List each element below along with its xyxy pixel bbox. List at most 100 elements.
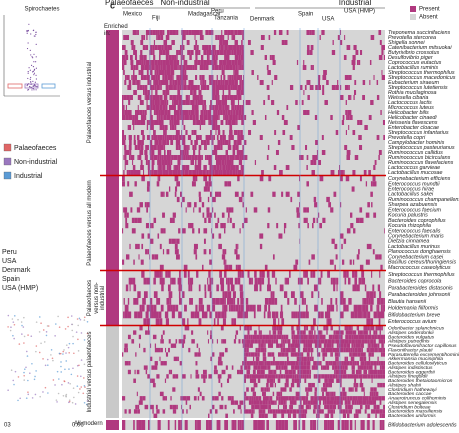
heatmap-cell	[357, 409, 362, 414]
heatmap-cell	[285, 374, 290, 379]
heatmap-cell	[295, 361, 299, 366]
heatmap-cell	[228, 264, 233, 270]
heatmap-cell	[184, 170, 189, 175]
heatmap-cell	[344, 85, 349, 90]
heatmap-cell	[262, 391, 266, 397]
heatmap-cell	[303, 343, 306, 348]
heatmap-cell	[333, 330, 336, 335]
heatmap-cell	[140, 65, 145, 70]
heatmap-cell	[299, 369, 300, 375]
heatmap-cell	[333, 409, 335, 414]
heatmap-cell	[257, 420, 260, 430]
heatmap-cell	[170, 304, 173, 312]
heatmap-cell	[122, 140, 126, 145]
heatmap-cell	[375, 413, 377, 418]
heatmap-cell	[191, 339, 195, 344]
heatmap-cell	[370, 304, 373, 312]
heatmap-cell	[198, 170, 203, 175]
heatmap-cell	[318, 378, 321, 383]
heatmap-cell	[239, 95, 242, 100]
heatmap-cell	[224, 115, 227, 120]
heatmap-cell	[379, 382, 381, 388]
heatmap-cell	[188, 145, 190, 150]
heatmap-cell	[194, 311, 197, 319]
heatmap-cell	[318, 404, 321, 410]
heatmap-cell	[146, 318, 150, 325]
heatmap-cell	[179, 110, 182, 115]
heatmap-cell	[129, 140, 132, 145]
heatmap-cell	[176, 85, 178, 90]
heatmap-cell	[149, 75, 150, 80]
heatmap-cell	[216, 50, 219, 55]
heatmap-cell	[141, 140, 144, 145]
species-label: Lactobacillus sakei	[388, 192, 434, 198]
heatmap-cell	[127, 181, 130, 187]
heatmap-cell	[311, 254, 315, 260]
heatmap-cell	[196, 140, 198, 145]
heatmap-cell	[356, 374, 359, 379]
heatmap-cell	[342, 115, 345, 120]
point	[72, 367, 74, 370]
heatmap-cell	[369, 339, 371, 344]
heatmap-cell	[127, 298, 130, 305]
heatmap-cell	[208, 155, 212, 160]
heatmap-cell	[264, 339, 266, 344]
heatmap-cell	[366, 365, 369, 370]
heatmap-cell	[348, 387, 353, 392]
heatmap-cell	[361, 271, 365, 278]
heatmap-cell	[170, 75, 173, 80]
heatmap-cell	[367, 413, 371, 418]
heatmap-cell	[183, 271, 187, 278]
heatmap-cell	[255, 356, 260, 362]
heatmap-cell	[182, 155, 184, 160]
heatmap-cell	[160, 85, 162, 90]
heatmap-cell	[222, 404, 224, 410]
heatmap-cell	[302, 311, 306, 319]
heatmap-cell	[195, 369, 199, 375]
heatmap-cell	[139, 396, 143, 401]
heatmap-cell	[354, 60, 356, 65]
heatmap-cell	[273, 378, 276, 383]
heatmap-cell	[305, 396, 309, 401]
heatmap-cell	[158, 176, 161, 182]
heatmap-cell	[203, 50, 207, 55]
heatmap-cell	[145, 145, 149, 150]
heatmap-cell	[254, 339, 258, 344]
heatmap-cell	[210, 330, 212, 335]
point	[26, 47, 29, 50]
heatmap-cell	[153, 110, 156, 115]
heatmap-cell	[131, 228, 136, 234]
heatmap-cell	[128, 361, 131, 366]
heatmap-cell	[241, 45, 244, 50]
header: Non-industrial	[160, 0, 210, 7]
heatmap-cell	[261, 413, 265, 418]
heatmap-cell	[254, 271, 257, 278]
heatmap-cell	[372, 181, 377, 187]
heatmap-cell	[378, 30, 382, 35]
heatmap-cell	[169, 60, 173, 65]
heatmap-cell	[206, 85, 210, 90]
heatmap-cell	[277, 330, 280, 335]
heatmap-cell	[214, 65, 219, 70]
heatmap-cell	[235, 334, 237, 340]
heatmap-cell	[370, 191, 373, 197]
heatmap-cell	[244, 396, 246, 401]
heatmap-cell	[182, 374, 186, 379]
heatmap-cell	[210, 75, 212, 80]
heatmap-cell	[228, 115, 230, 120]
heatmap-cell	[244, 404, 246, 410]
heatmap-cell	[155, 105, 160, 110]
heatmap-cell	[234, 249, 238, 255]
heatmap-cell	[278, 233, 283, 239]
heatmap-cell	[209, 105, 212, 110]
heatmap-cell	[292, 369, 296, 375]
heatmap-cell	[196, 120, 201, 125]
heatmap-cell	[258, 409, 263, 414]
point	[12, 379, 15, 382]
heatmap-cell	[329, 396, 331, 401]
heatmap-cell	[278, 374, 281, 379]
heatmap-cell	[224, 45, 228, 50]
point	[57, 315, 59, 318]
species-label: Enterococcus hirae	[388, 186, 434, 192]
heatmap-cell	[356, 217, 360, 223]
